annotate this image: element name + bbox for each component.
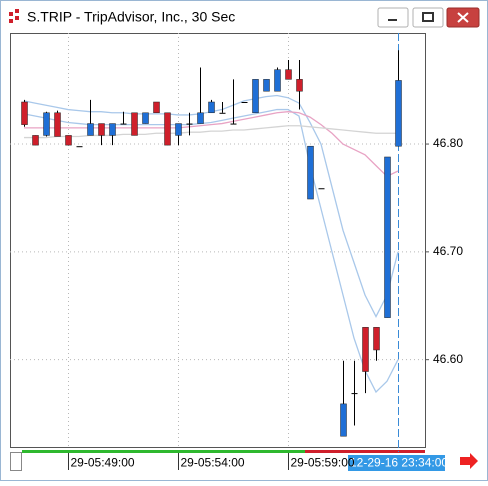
candle-body	[109, 123, 116, 136]
candle-body	[263, 79, 270, 92]
candle-body	[197, 112, 204, 124]
candle-body	[131, 112, 138, 136]
candle-body	[219, 112, 226, 114]
candle-body	[340, 403, 347, 437]
candle-body	[318, 188, 325, 190]
candle-body	[252, 79, 259, 114]
candle-body	[65, 135, 72, 146]
candle-body	[120, 123, 127, 125]
candle-body	[164, 112, 171, 146]
candle-body	[87, 123, 94, 136]
candle-body	[98, 123, 105, 136]
candle-body	[373, 327, 380, 351]
candle-body	[186, 123, 193, 125]
candle-body	[32, 135, 39, 146]
candle-body	[307, 145, 314, 200]
app-icon	[9, 9, 19, 23]
y-tick-label: 46.80	[433, 136, 463, 150]
candle-body	[395, 80, 402, 147]
candle-body	[351, 393, 358, 395]
candle-body	[230, 123, 237, 125]
candle-body	[296, 79, 303, 92]
candle-body	[384, 156, 391, 318]
x-tick-label: 29-05:54:00	[181, 456, 245, 470]
cursor-label: 12-29-16 23:34:00	[350, 456, 448, 470]
candle-body	[241, 102, 248, 103]
candle-body	[208, 101, 215, 114]
scroll-right-arrow[interactable]	[460, 453, 478, 469]
moving-average-line	[24, 125, 398, 139]
minimize-button[interactable]	[377, 7, 409, 28]
moving-average-line	[23, 108, 399, 394]
time-bar-green	[22, 450, 305, 453]
y-tick-label: 46.70	[433, 244, 463, 258]
scroll-box[interactable]	[10, 452, 22, 471]
plot-area	[10, 33, 426, 448]
time-bar-red	[305, 450, 425, 453]
x-tick-label: 29-05:59:00	[291, 456, 355, 470]
candle-body	[142, 112, 149, 124]
window-title: S.TRIP - TripAdvisor, Inc., 30 Sec	[27, 9, 235, 25]
moving-average-line	[24, 111, 399, 178]
candle-body	[175, 123, 182, 136]
close-button[interactable]	[446, 7, 480, 28]
candle-body	[43, 112, 50, 136]
candle-body	[76, 146, 83, 148]
candle-body	[153, 101, 160, 114]
restore-button[interactable]	[412, 7, 444, 28]
candle-body	[21, 101, 28, 125]
candle-body	[362, 327, 369, 372]
candle-body	[285, 69, 292, 80]
y-tick-label: 46.60	[433, 352, 463, 366]
candle-body	[54, 112, 61, 137]
cursor-label-box	[348, 455, 445, 471]
x-tick-label: 29-05:49:00	[71, 456, 135, 470]
candle-body	[274, 69, 281, 92]
